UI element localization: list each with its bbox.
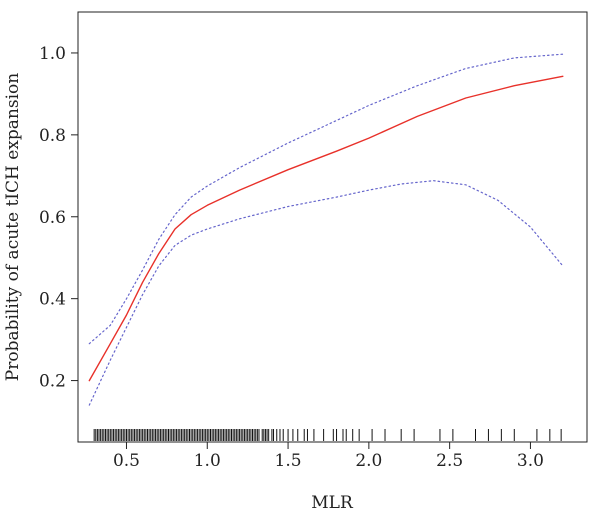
x-tick-label: 1.0 [194, 451, 221, 471]
plot-frame [77, 11, 588, 443]
x-tick-label: 2.5 [436, 451, 463, 471]
x-tick-label: 1.5 [275, 451, 302, 471]
y-tick-label: 0.8 [39, 126, 66, 146]
estimate-line [88, 75, 564, 382]
y-tick-label: 0.2 [39, 372, 66, 392]
y-axis-title: Probability of acute tICH expansion [3, 73, 23, 381]
upper-ci-line [88, 53, 564, 345]
series-group [88, 53, 564, 406]
y-tick-label: 0.6 [39, 208, 66, 228]
y-tick-label: 1.0 [39, 44, 66, 64]
lower-ci-line [88, 180, 564, 406]
rug-plot [93, 429, 562, 441]
x-axis: 0.5 1.0 1.5 2.0 2.5 3.0 [113, 442, 544, 471]
x-tick-label: 0.5 [113, 451, 140, 471]
plot-frame-group [77, 11, 588, 443]
x-axis-title: MLR [311, 493, 354, 513]
y-axis: 0.2 0.4 0.6 0.8 1.0 [39, 44, 78, 392]
x-tick-label: 3.0 [517, 451, 544, 471]
y-tick-label: 0.4 [39, 290, 66, 310]
x-tick-label: 2.0 [355, 451, 382, 471]
